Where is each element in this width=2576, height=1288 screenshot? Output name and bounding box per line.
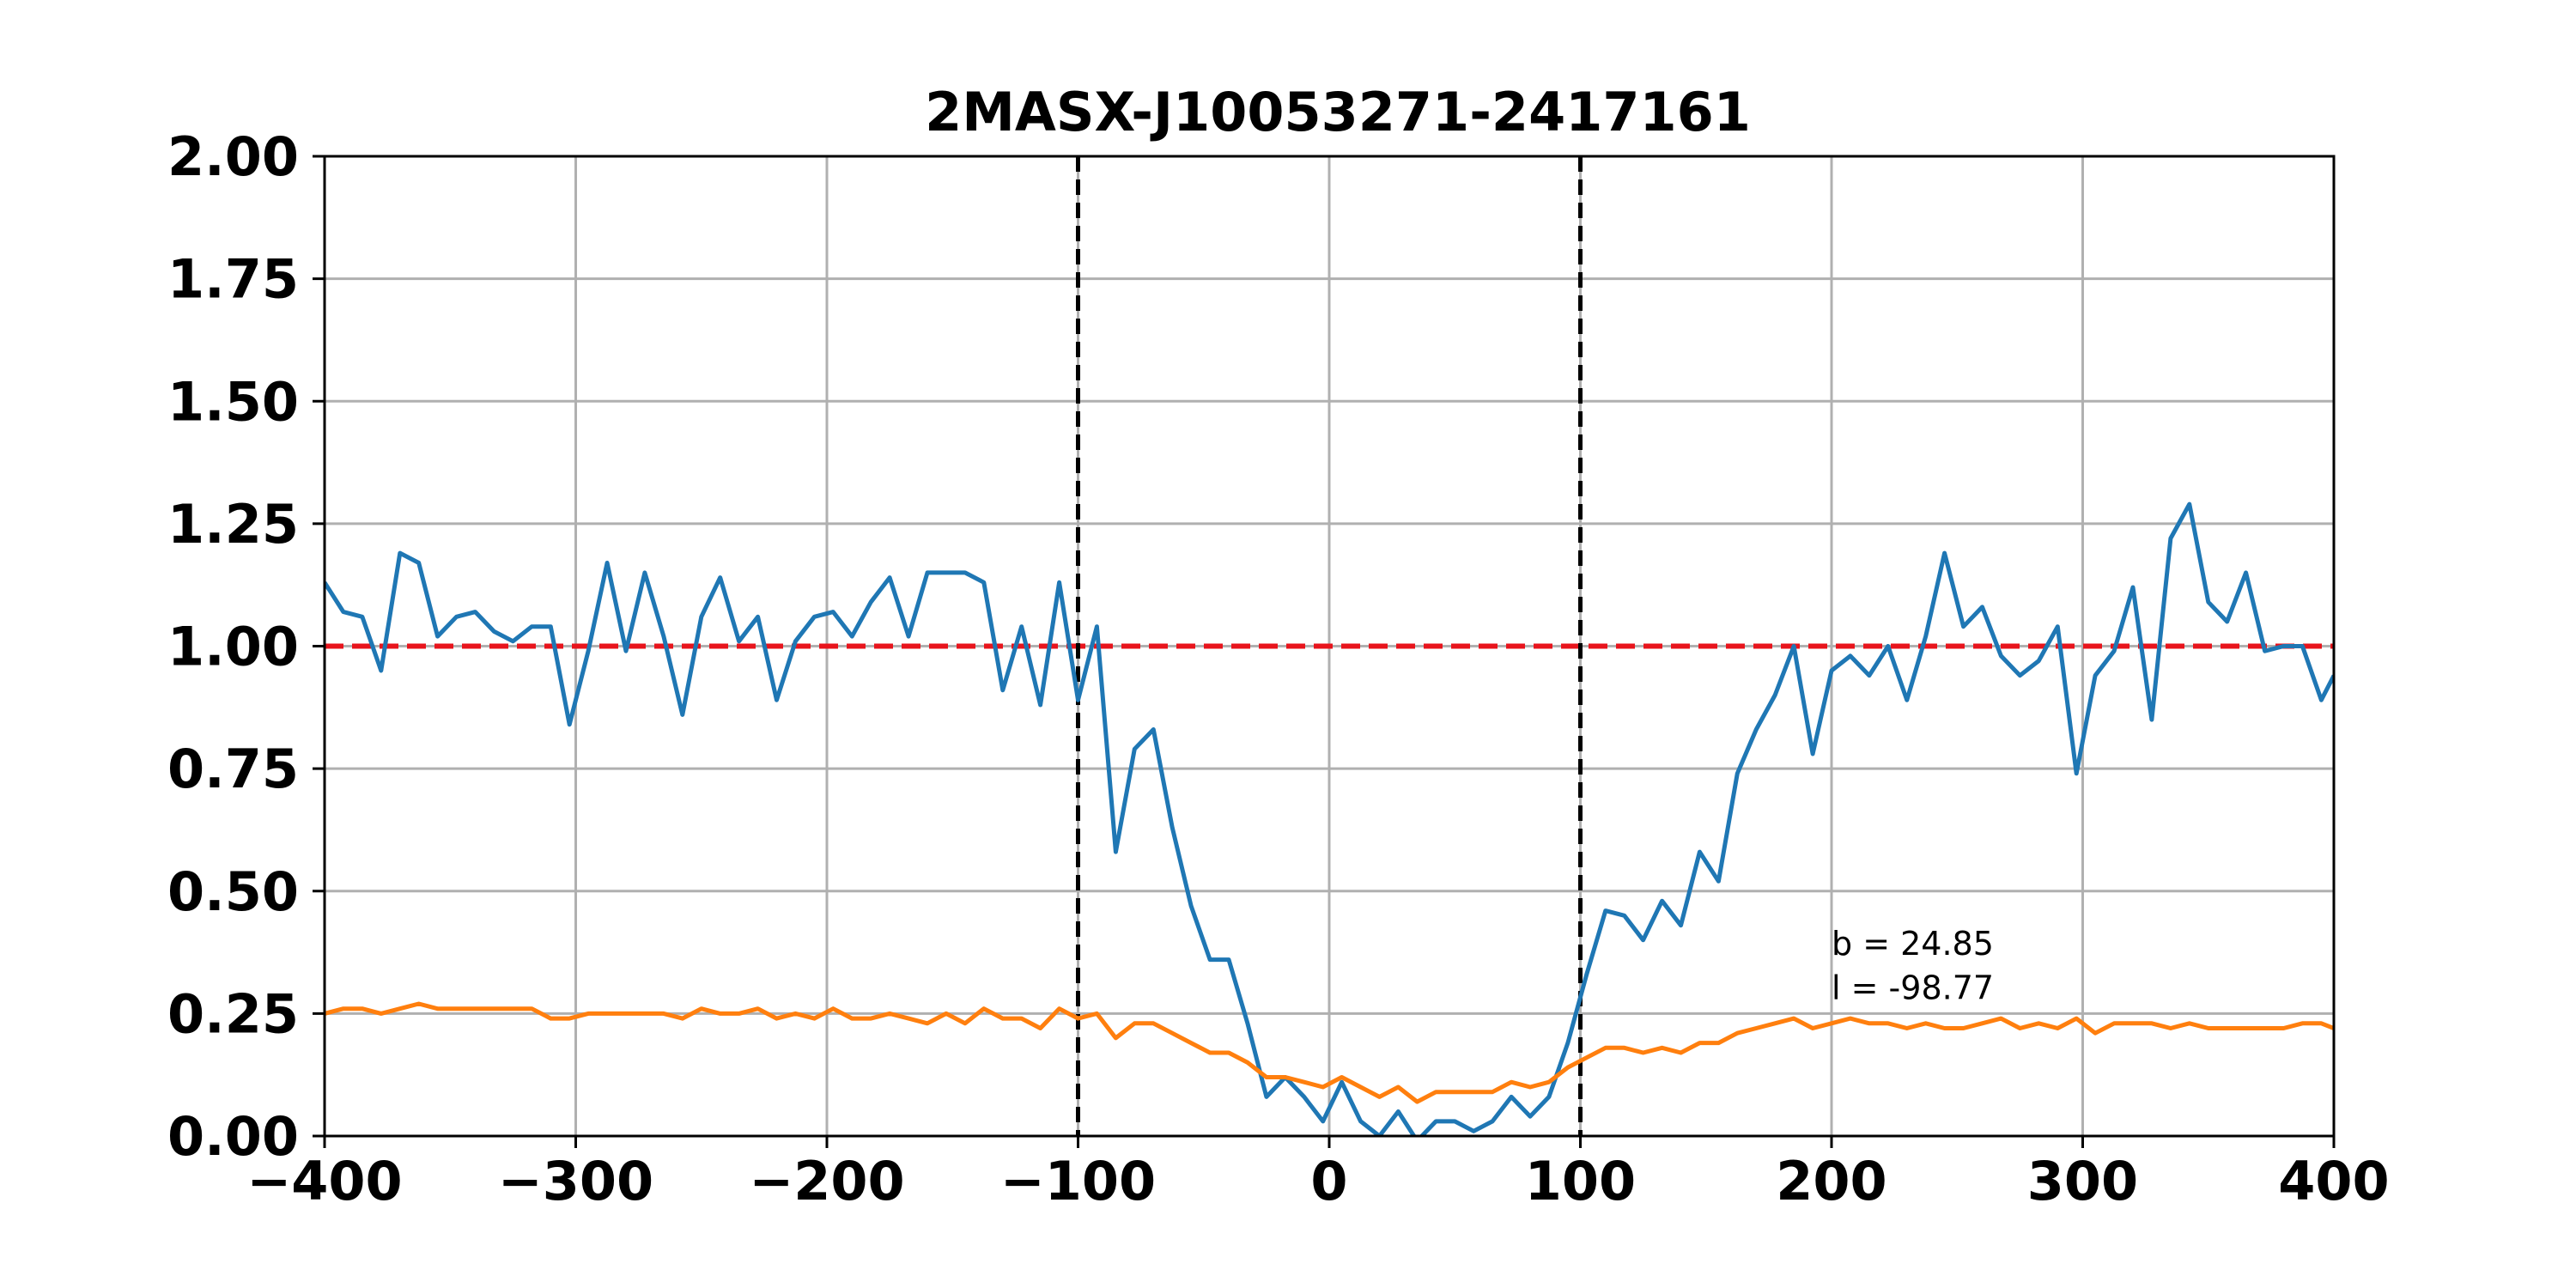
x-tick-label: 0 — [1310, 1150, 1347, 1212]
annotation-1: b = 24.85 — [1832, 925, 1994, 963]
x-tick-label: −300 — [498, 1150, 653, 1212]
series-2-line — [325, 1001, 2334, 1104]
y-tick-label: 1.75 — [167, 248, 299, 311]
y-tick-label: 0.75 — [167, 738, 299, 800]
y-tick-label: 2.00 — [167, 125, 299, 188]
y-tick-label: 1.50 — [167, 370, 299, 433]
y-tick-label: 0.25 — [167, 982, 299, 1045]
chart-title: 2MASX-J10053271-2417161 — [925, 81, 1751, 143]
series-group — [325, 501, 2334, 1136]
y-axis: 0.00 0.25 0.50 0.75 1.00 1.25 1.50 1.75 2.00 — [167, 125, 325, 1168]
y-tick-label: 0.50 — [167, 860, 299, 923]
x-tick-label: −100 — [1000, 1150, 1156, 1212]
x-tick-label: 200 — [1776, 1150, 1886, 1212]
x-tick-label: 300 — [2027, 1150, 2138, 1212]
x-axis: −400 −300 −200 −100 0 100 200 300 400 — [246, 1136, 2390, 1212]
y-tick-label: 0.00 — [167, 1105, 299, 1168]
annotation-2: l = -98.77 — [1832, 969, 1994, 1006]
x-tick-label: 100 — [1525, 1150, 1636, 1212]
vertical-markers-group — [1076, 156, 1583, 1136]
x-tick-label: 400 — [2278, 1150, 2389, 1212]
x-tick-label: −200 — [749, 1150, 904, 1212]
annotations-group: b = 24.85 l = -98.77 — [1832, 925, 1994, 1006]
x-tick-label: −400 — [246, 1150, 402, 1212]
y-tick-label: 1.25 — [167, 493, 299, 556]
series-1-line — [325, 501, 2334, 1136]
y-tick-label: 1.00 — [167, 616, 299, 678]
